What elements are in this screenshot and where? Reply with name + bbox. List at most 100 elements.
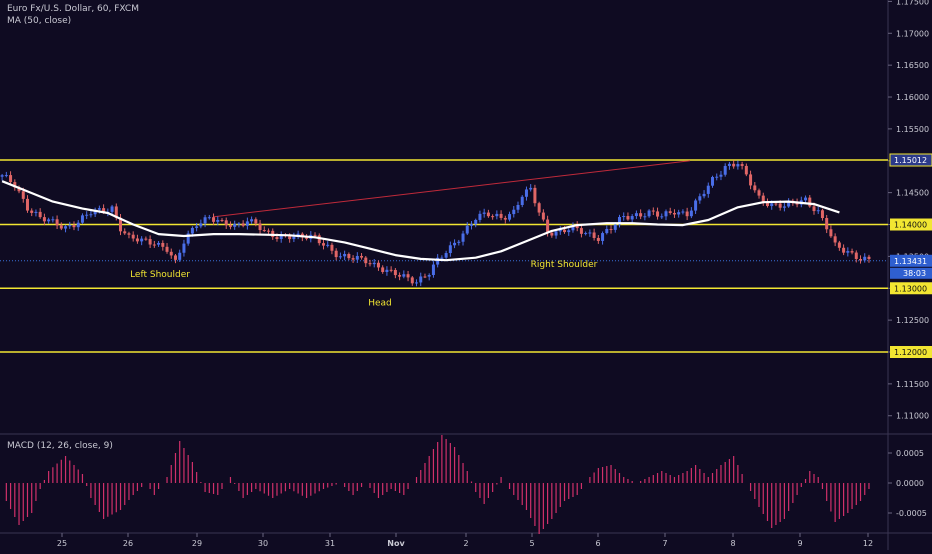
candle-body bbox=[765, 202, 769, 207]
candle-body bbox=[677, 212, 681, 215]
time-tick-label: 7 bbox=[662, 539, 667, 548]
pattern-annotation: Right Shoulder bbox=[531, 260, 598, 270]
price-tick-label: 1.16000 bbox=[896, 93, 929, 102]
candle-body bbox=[639, 213, 643, 217]
candle-body bbox=[148, 239, 152, 245]
pattern-annotation: Head bbox=[368, 298, 392, 308]
macd-tick-label: 0.0000 bbox=[896, 479, 924, 488]
candle-body bbox=[829, 229, 833, 237]
candle-body bbox=[554, 231, 558, 236]
candle-body bbox=[503, 217, 507, 220]
candle-body bbox=[245, 221, 249, 226]
pattern-annotation: Left Shoulder bbox=[130, 270, 190, 280]
candle-body bbox=[672, 212, 676, 215]
candle-body bbox=[127, 233, 131, 235]
candle-body bbox=[317, 235, 321, 244]
price-tick-label: 1.17500 bbox=[896, 0, 929, 6]
candle-body bbox=[51, 219, 55, 221]
price-tick-label: 1.17000 bbox=[896, 29, 929, 38]
candle-body bbox=[643, 216, 647, 218]
candle-body bbox=[93, 209, 97, 215]
time-tick-label: 25 bbox=[57, 539, 67, 548]
candle-body bbox=[842, 247, 846, 253]
candle-body bbox=[816, 210, 820, 212]
candle-body bbox=[668, 211, 672, 213]
candle-body bbox=[431, 264, 435, 276]
candle-body bbox=[110, 206, 114, 212]
candle-body bbox=[474, 219, 478, 225]
candle-body bbox=[224, 220, 228, 226]
candle-body bbox=[664, 211, 668, 217]
macd-histogram bbox=[5, 435, 870, 534]
candle-body bbox=[774, 203, 778, 205]
candle-body bbox=[123, 231, 127, 234]
candle-body bbox=[444, 253, 448, 258]
candle-body bbox=[469, 224, 473, 226]
candle-body bbox=[102, 208, 106, 213]
candle-body bbox=[360, 255, 364, 258]
time-axis[interactable]: 25 26 29 30 31 Nov 2 5 6 7 8 9 12 bbox=[57, 533, 873, 548]
candle-body bbox=[609, 228, 613, 230]
candle-body bbox=[203, 217, 207, 224]
candle-body bbox=[216, 219, 220, 222]
candle-body bbox=[512, 209, 516, 215]
candle-body bbox=[482, 212, 486, 214]
candle-body bbox=[567, 230, 571, 233]
candle-body bbox=[30, 210, 34, 213]
price-tick-label: 1.12500 bbox=[896, 316, 929, 325]
candle-body bbox=[212, 217, 216, 222]
candle-body bbox=[546, 219, 550, 233]
candle-body bbox=[850, 251, 854, 253]
time-tick-label: 5 bbox=[529, 539, 534, 548]
candle-body bbox=[398, 275, 402, 277]
candle-body bbox=[351, 258, 355, 260]
trend-line bbox=[212, 160, 691, 218]
candle-body bbox=[419, 276, 423, 283]
level-badge-label: 1.13000 bbox=[894, 284, 927, 293]
candle-body bbox=[72, 225, 76, 228]
candle-body bbox=[702, 193, 706, 197]
candle-body bbox=[4, 175, 8, 177]
candle-body bbox=[313, 234, 317, 236]
candle-body bbox=[207, 217, 211, 219]
candle-body bbox=[169, 251, 173, 256]
candle-body bbox=[393, 269, 397, 276]
candle-body bbox=[427, 275, 431, 277]
candle-body bbox=[736, 164, 740, 167]
candle-body bbox=[80, 215, 84, 223]
candle-body bbox=[415, 282, 419, 284]
candle-body bbox=[119, 217, 123, 232]
candle-body bbox=[338, 256, 342, 258]
candle-body bbox=[749, 174, 753, 186]
candle-body bbox=[152, 244, 156, 246]
candle-body bbox=[859, 258, 863, 261]
candle-body bbox=[42, 217, 46, 222]
candle-body bbox=[267, 230, 271, 232]
candle-body bbox=[347, 253, 351, 259]
candle-body bbox=[778, 203, 782, 208]
macd-axis: 0.0005 0.0000 -0.0005 bbox=[888, 449, 927, 518]
candle-body bbox=[195, 226, 199, 228]
candle-body bbox=[237, 223, 241, 225]
candle-body bbox=[376, 262, 380, 268]
ma-indicator-label: MA (50, close) bbox=[7, 16, 72, 26]
macd-tick-label: -0.0005 bbox=[896, 509, 927, 518]
candle-body bbox=[190, 227, 194, 234]
candle-body bbox=[241, 223, 245, 226]
annotations: Left Shoulder Head Right Shoulder bbox=[130, 260, 598, 308]
candle-body bbox=[715, 176, 719, 178]
candle-body bbox=[275, 237, 279, 240]
candle-body bbox=[761, 195, 765, 203]
candle-body bbox=[199, 223, 203, 227]
candle-body bbox=[647, 210, 651, 217]
time-tick-label: Nov bbox=[387, 539, 405, 548]
candle-body bbox=[719, 174, 723, 177]
candle-body bbox=[34, 211, 38, 213]
candle-body bbox=[579, 228, 583, 234]
candle-body bbox=[744, 165, 748, 175]
time-tick-label: 12 bbox=[863, 539, 873, 548]
candle-body bbox=[499, 213, 503, 218]
price-tick-label: 1.11000 bbox=[896, 412, 929, 421]
level-badge bbox=[889, 153, 932, 167]
